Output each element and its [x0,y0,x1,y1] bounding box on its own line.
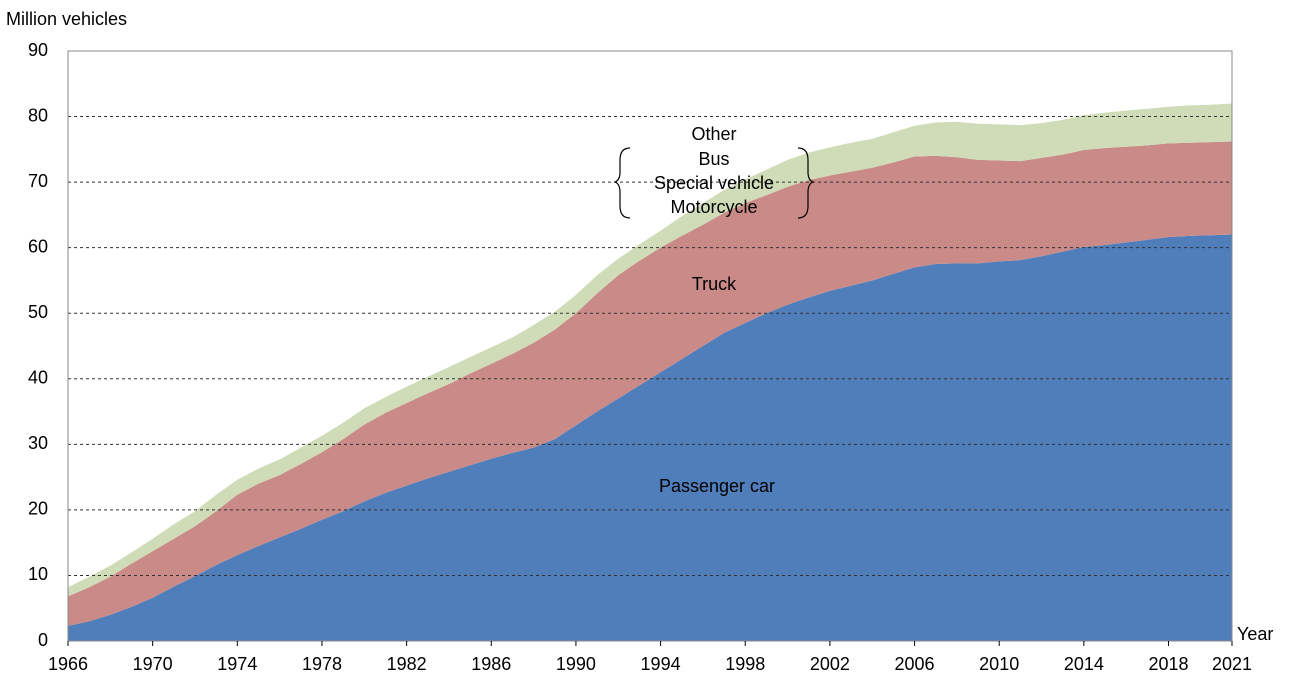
brace [797,147,815,219]
series-label: Special vehicle [654,173,774,193]
series-label: Truck [692,274,737,294]
x-tick-label: 1974 [217,654,257,674]
x-tick-label: 1966 [48,654,88,674]
y-tick-label: 0 [38,630,48,650]
y-tick-label: 80 [28,105,48,125]
x-tick-label: 1978 [302,654,342,674]
x-tick-label: 1986 [471,654,511,674]
x-tick-label: 1998 [725,654,765,674]
x-tick-label: 2006 [895,654,935,674]
y-tick-label: 90 [28,40,48,60]
x-tick-label: 2010 [979,654,1019,674]
series-label: Other [691,124,736,144]
y-tick-label: 30 [28,433,48,453]
x-tick-label: 2014 [1064,654,1104,674]
series-label: Bus [698,149,729,169]
y-tick-label: 60 [28,236,48,256]
y-tick-label: 50 [28,302,48,322]
area [68,141,1232,626]
area [68,234,1232,641]
brace [613,147,631,219]
y-tick-label: 40 [28,368,48,388]
x-tick-label: 1990 [556,654,596,674]
x-axis-label: Year [1237,624,1273,644]
y-tick-label: 70 [28,171,48,191]
series-label: Passenger car [659,476,775,496]
plot-frame [67,50,1233,642]
x-tick-label: 1994 [641,654,681,674]
x-tick-label: 2018 [1148,654,1188,674]
x-tick-label: 2021 [1212,654,1252,674]
x-tick-label: 2002 [810,654,850,674]
y-axis-label: Million vehicles [6,9,127,29]
x-tick-label: 1970 [133,654,173,674]
series-label: Motorcycle [670,197,757,217]
y-tick-label: 10 [28,564,48,584]
y-tick-label: 20 [28,499,48,519]
x-tick-label: 1982 [387,654,427,674]
